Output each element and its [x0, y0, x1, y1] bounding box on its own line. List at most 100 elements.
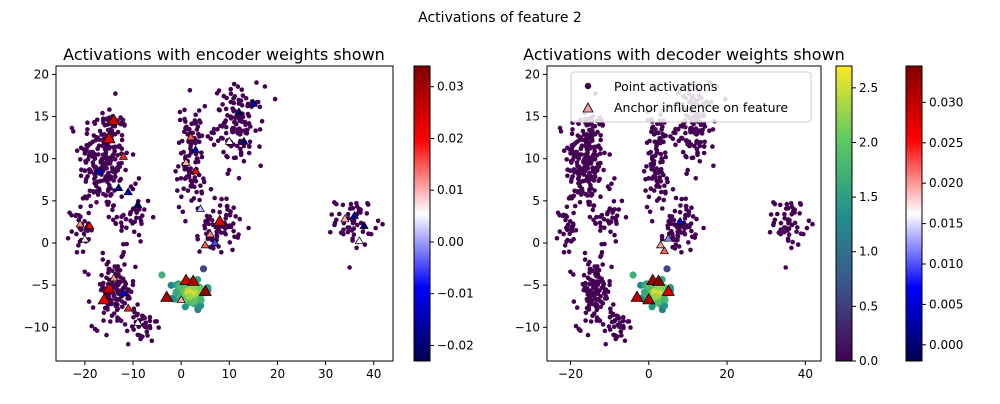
encoder-point-8: [97, 128, 103, 134]
decoder-point-133: [579, 152, 584, 157]
decoder-point-179: [568, 269, 573, 275]
decoder-point-397: [654, 183, 659, 189]
decoder-point-651: [797, 211, 802, 216]
encoder-point-543: [272, 96, 278, 102]
encoder-point-542: [223, 130, 229, 136]
encoder-anchor-18: [239, 136, 249, 145]
encoder-point-584: [210, 208, 216, 214]
encoder-point-443: [258, 163, 264, 169]
encoder-point-181: [92, 121, 98, 126]
encoder-point-193: [91, 190, 96, 195]
decoder-weight-colorbar-label-4: 0.020: [929, 176, 963, 190]
decoder-point-515: [697, 143, 703, 149]
encoder-point-526: [235, 143, 240, 149]
encoder-anchor-13: [190, 166, 201, 175]
decoder-point-616: [782, 211, 787, 217]
encoder-anchor-33: [160, 290, 174, 302]
encoder-anchor-3: [94, 166, 104, 175]
encoder-xtick-label-1: −10: [120, 367, 145, 381]
decoder-point-646: [785, 236, 791, 241]
encoder-point-626: [347, 265, 352, 270]
encoder-point-589: [232, 234, 237, 240]
encoder-point-586: [202, 223, 207, 228]
encoder-point-819: [147, 314, 153, 320]
encoder-point-723: [118, 318, 124, 324]
decoder-point-121: [578, 135, 584, 141]
encoder-point-299: [137, 215, 143, 221]
figure-title: Activations of feature 2: [418, 10, 582, 26]
encoder-xtick-label-5: 30: [318, 367, 333, 381]
encoder-point-337: [175, 188, 180, 193]
encoder-point-218: [84, 147, 89, 152]
encoder-point-270: [145, 198, 151, 204]
decoder-point-116: [572, 203, 578, 209]
decoder-point-181: [576, 121, 581, 126]
decoder-point-197: [600, 123, 605, 128]
encoder-active-point-49: [197, 302, 205, 310]
encoder-point-177: [87, 141, 92, 147]
encoder-anchor-5: [123, 187, 133, 196]
decoder-point-707: [588, 277, 593, 283]
decoder-point-640: [786, 232, 792, 237]
encoder-xtick-label-2: 0: [177, 367, 185, 381]
decoder-point-414: [663, 133, 668, 138]
encoder-anchor-35: [186, 274, 200, 286]
encoder-point-544: [241, 158, 247, 164]
encoder-point-414: [199, 133, 205, 138]
encoder-anchor-26: [354, 236, 364, 245]
encoder-point-189: [71, 129, 76, 134]
encoder-anchor-0: [107, 113, 121, 125]
encoder-point-495: [224, 95, 229, 101]
encoder-point-643: [329, 212, 335, 217]
decoder-point-344: [656, 196, 662, 201]
encoder-point-407: [208, 187, 214, 192]
encoder-point-666: [350, 205, 356, 211]
encoder-point-169: [103, 193, 109, 198]
encoder-point-266: [137, 207, 142, 212]
decoder-point-358: [659, 156, 664, 161]
encoder-point-603: [208, 244, 213, 250]
encoder-point-536: [215, 127, 220, 132]
encoder-point-133: [96, 152, 101, 157]
encoder-point-354: [198, 183, 203, 188]
decoder-ytick-label-4: 10: [525, 152, 540, 166]
encoder-point-562: [223, 216, 228, 221]
encoder-point-413: [184, 174, 189, 180]
encoder-point-221: [113, 91, 118, 96]
encoder-point-484: [243, 122, 248, 128]
decoder-point-464: [698, 139, 703, 145]
encoder-point-358: [194, 156, 200, 161]
encoder-anchor-30: [118, 288, 129, 297]
decoder-point-245: [567, 231, 572, 236]
encoder-point-627: [373, 225, 379, 231]
decoder-active-point-88: [645, 283, 653, 291]
decoder-point-771: [582, 250, 588, 256]
encoder-point-302: [121, 242, 126, 247]
decoder-point-61: [586, 202, 592, 207]
encoder-point-793: [144, 329, 150, 334]
encoder-anchor-9: [85, 221, 95, 229]
encoder-point-824: [132, 310, 137, 315]
encoder-point-546: [217, 209, 222, 215]
decoder-point-301: [610, 215, 615, 221]
decoder-point-787: [611, 302, 616, 307]
encoder-point-489: [243, 96, 249, 101]
encoder-point-486: [235, 84, 241, 89]
decoder-point-525: [680, 136, 685, 141]
decoder-point-556: [693, 232, 698, 237]
encoder-point-613: [228, 209, 233, 214]
decoder-point-54: [564, 157, 569, 162]
decoder-anchor-4: [630, 290, 644, 302]
encoder-point-731: [114, 307, 120, 313]
encoder-point-408: [196, 131, 201, 137]
decoder-point-511: [691, 127, 697, 132]
decoder-anchor-3: [675, 216, 685, 225]
decoder-point-527: [692, 130, 698, 136]
encoder-point-428: [211, 126, 217, 132]
decoder-point-510: [693, 176, 699, 181]
decoder-point-634: [767, 229, 773, 235]
decoder-point-672: [574, 305, 580, 310]
decoder-point-384: [649, 167, 654, 172]
decoder-point-132: [578, 179, 584, 184]
encoder-weight-colorbar: −0.02 −0.01 0.00 0.01 0.02 0.03: [413, 65, 474, 362]
